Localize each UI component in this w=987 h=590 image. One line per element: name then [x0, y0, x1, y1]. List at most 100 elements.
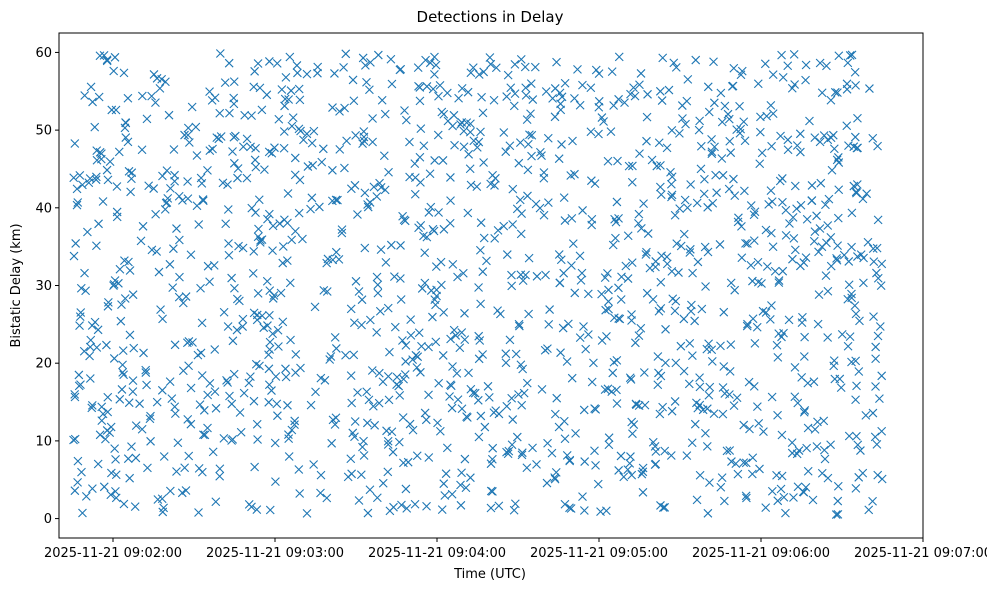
data-point: [712, 188, 721, 198]
data-point: [486, 486, 496, 496]
data-point: [479, 158, 489, 167]
x-tick-label: 2025-11-21 09:03:00: [206, 546, 344, 561]
data-point: [843, 58, 853, 68]
data-point: [476, 411, 486, 421]
data-point: [406, 330, 416, 340]
data-point: [604, 285, 613, 295]
data-point: [253, 435, 262, 444]
data-point: [727, 81, 737, 91]
data-point: [281, 364, 290, 374]
data-point: [105, 157, 115, 166]
data-point: [814, 247, 823, 257]
data-point: [781, 230, 791, 240]
data-point: [264, 397, 274, 407]
data-point: [621, 261, 631, 271]
data-point: [799, 487, 809, 497]
data-point: [286, 335, 295, 345]
data-point: [676, 341, 686, 351]
data-point: [717, 117, 727, 127]
data-point: [474, 70, 484, 79]
data-point: [692, 198, 702, 208]
data-point: [90, 317, 100, 327]
data-point: [78, 508, 87, 518]
data-point: [516, 360, 526, 370]
data-point: [169, 145, 179, 154]
data-point: [474, 432, 484, 442]
data-point: [716, 482, 726, 492]
data-point: [124, 166, 134, 176]
data-point: [264, 57, 274, 66]
data-point: [129, 343, 139, 353]
data-point: [800, 332, 810, 342]
data-point: [655, 409, 665, 419]
data-point: [868, 496, 877, 506]
data-point: [77, 467, 86, 477]
data-point: [252, 310, 262, 320]
data-point: [730, 285, 740, 295]
data-point: [703, 508, 713, 518]
data-point: [292, 61, 302, 70]
data-point: [479, 233, 489, 243]
data-point: [819, 445, 829, 455]
data-point: [413, 63, 423, 73]
data-point: [223, 180, 232, 190]
data-point: [354, 496, 364, 505]
data-point: [679, 314, 689, 324]
data-point: [264, 147, 274, 157]
data-point: [749, 236, 759, 245]
data-point: [205, 378, 215, 388]
y-tick-label: 10: [35, 434, 52, 449]
data-point: [656, 303, 666, 313]
data-point: [779, 492, 789, 502]
data-point: [429, 226, 439, 236]
data-point: [773, 410, 782, 420]
data-point: [287, 121, 297, 131]
data-point: [235, 408, 245, 417]
data-point: [110, 52, 120, 62]
data-point: [486, 503, 496, 513]
data-point: [380, 109, 390, 119]
data-point: [103, 175, 113, 185]
data-point: [451, 331, 461, 340]
data-point: [479, 67, 489, 77]
data-point: [522, 378, 532, 388]
data-point: [641, 250, 651, 259]
data-point: [523, 191, 532, 201]
data-point: [93, 325, 103, 335]
data-point: [302, 129, 312, 139]
data-point: [330, 332, 340, 342]
data-point: [607, 67, 617, 77]
data-point: [170, 170, 179, 180]
data-point: [422, 501, 431, 511]
data-point: [609, 357, 619, 367]
data-point: [647, 155, 657, 165]
data-point: [70, 486, 80, 496]
data-point: [660, 502, 670, 512]
data-point: [611, 217, 621, 227]
data-point: [767, 141, 776, 151]
data-point: [175, 272, 184, 282]
data-point: [787, 438, 797, 448]
data-point: [268, 294, 278, 303]
data-point: [365, 315, 375, 325]
data-point: [466, 119, 475, 129]
data-point: [229, 77, 239, 87]
data-point: [102, 55, 112, 65]
data-point: [331, 344, 341, 353]
data-point: [869, 257, 879, 266]
data-point: [517, 209, 527, 219]
data-point: [387, 79, 397, 89]
data-point: [274, 342, 283, 351]
data-point: [732, 125, 742, 135]
x-tick-label: 2025-11-21 09:02:00: [44, 546, 182, 561]
data-point: [112, 182, 122, 191]
data-point: [707, 135, 716, 144]
data-point: [651, 447, 661, 456]
data-point: [464, 149, 474, 159]
data-point: [181, 292, 191, 301]
data-point: [262, 276, 272, 286]
data-point: [473, 395, 483, 405]
data-point: [583, 330, 593, 339]
data-point: [435, 80, 445, 90]
data-point: [741, 491, 751, 501]
